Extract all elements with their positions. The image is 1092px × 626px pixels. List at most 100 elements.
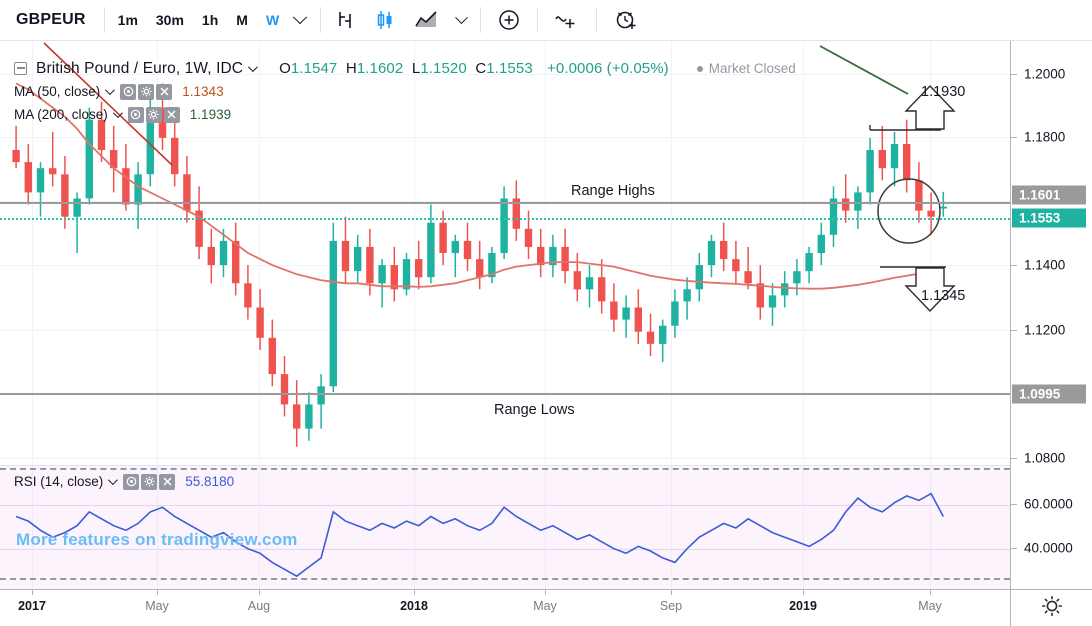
rsi-legend-row: RSI (14, close) 55.8180 xyxy=(14,470,234,493)
legend-ma200-row: MA (200, close) 1.1939 xyxy=(14,103,796,126)
time-tick-label: 2017 xyxy=(18,599,46,613)
time-tick-label: 2018 xyxy=(400,599,428,613)
chart-style-chevron-down-icon[interactable] xyxy=(447,0,476,40)
gridline-h xyxy=(0,74,1010,75)
area-chart-style-icon[interactable] xyxy=(405,0,447,40)
time-tick xyxy=(930,590,931,595)
resolution-1m[interactable]: 1m xyxy=(117,12,138,28)
resolution-group: 1m 30m 1h M W xyxy=(105,0,321,40)
chevron-down-icon[interactable] xyxy=(288,0,316,40)
ma200-close-icon[interactable] xyxy=(163,106,180,123)
indicator-group xyxy=(481,0,537,40)
price-change: +0.0006 (+0.05%) xyxy=(547,60,669,77)
ma200-chevron-down-icon[interactable] xyxy=(112,108,123,119)
rsi-visibility-icon[interactable] xyxy=(123,473,140,490)
high-label: H xyxy=(345,60,357,77)
price-axis[interactable]: 1.2000 1.1800 1.1400 1.1200 1.0800 1.160… xyxy=(1010,41,1092,466)
brightness-sun-icon[interactable] xyxy=(1041,595,1063,622)
ma200-visibility-icon[interactable] xyxy=(127,106,144,123)
indicator-name-rsi[interactable]: RSI (14, close) xyxy=(14,474,104,489)
open-label: O xyxy=(279,60,291,77)
time-tick-label: May xyxy=(918,599,942,613)
price-tick-label: 1.1800 xyxy=(1024,129,1066,145)
ma50-close-icon[interactable] xyxy=(156,83,173,100)
tradingview-watermark: More features on tradingview.com xyxy=(16,530,298,549)
time-tick-label: Aug xyxy=(247,599,271,613)
close-label: C xyxy=(475,60,487,77)
rsi-close-icon[interactable] xyxy=(159,473,176,490)
price-tick xyxy=(1011,458,1017,459)
rsi-tick-label: 40.0000 xyxy=(1024,540,1073,556)
time-tick-label: 2019 xyxy=(789,599,817,613)
rsi-chevron-down-icon[interactable] xyxy=(108,475,119,486)
rsi-pane[interactable]: RSI (14, close) 55.8180 More features on… xyxy=(0,465,1010,590)
rsi-legend: RSI (14, close) 55.8180 xyxy=(14,470,234,493)
chart-footer-corner xyxy=(1010,589,1092,626)
gridline-h xyxy=(0,137,1010,138)
price-tick-label: 1.2000 xyxy=(1024,66,1066,82)
toolbar-divider-2 xyxy=(320,7,322,33)
ma50-chevron-down-icon[interactable] xyxy=(105,85,116,96)
range-low-price-badge: 1.0995 xyxy=(1012,384,1086,404)
ma50-visibility-icon[interactable] xyxy=(120,83,137,100)
candlestick-style-icon[interactable] xyxy=(365,0,405,40)
rsi-tick-label: 60.0000 xyxy=(1024,496,1073,512)
gridline-v xyxy=(259,466,260,590)
time-tick xyxy=(545,590,546,595)
gridline-v xyxy=(930,466,931,590)
high-value: 1.1602 xyxy=(356,60,404,77)
gridline-v xyxy=(803,41,804,465)
toolbar-divider-5 xyxy=(596,7,598,33)
add-compare-icon[interactable] xyxy=(542,0,592,40)
status-badge: Market Closed xyxy=(708,61,796,76)
ma50-settings-gear-icon[interactable] xyxy=(138,83,155,100)
range-low-line xyxy=(0,393,1010,395)
page-title[interactable]: British Pound / Euro, 1W, IDC xyxy=(36,59,244,77)
chart-style-group xyxy=(321,0,480,40)
time-tick-label: May xyxy=(533,599,557,613)
add-alert-icon[interactable] xyxy=(601,0,651,40)
indicator-value-ma50: 1.1343 xyxy=(182,84,224,99)
gridline-v xyxy=(671,466,672,590)
resolution-W[interactable]: W xyxy=(265,12,280,28)
collapse-legend-icon[interactable] xyxy=(14,62,27,75)
toolbar-divider-3 xyxy=(480,7,482,33)
time-tick xyxy=(32,590,33,595)
ma50-controls xyxy=(120,83,173,100)
price-chart-pane[interactable]: British Pound / Euro, 1W, IDC O1.1547 H1… xyxy=(0,41,1010,465)
price-tick-label: 1.1200 xyxy=(1024,322,1066,338)
range-highs-label: Range Highs xyxy=(571,183,655,199)
rsi-gridline-60 xyxy=(0,505,1010,506)
symbol-button[interactable]: GBPEUR xyxy=(16,11,86,28)
gridline-v xyxy=(545,466,546,590)
resolution-1h[interactable]: 1h xyxy=(201,12,219,28)
gridline-v xyxy=(414,466,415,590)
ma200-settings-gear-icon[interactable] xyxy=(145,106,162,123)
time-axis[interactable]: 2017 May Aug 2018 May Sep 2019 May xyxy=(0,589,1010,626)
bar-chart-style-icon[interactable] xyxy=(325,0,365,40)
top-toolbar: GBPEUR 1m 30m 1h M W xyxy=(0,0,1092,41)
price-tick-label: 1.0800 xyxy=(1024,450,1066,466)
resolution-M[interactable]: M xyxy=(236,12,248,28)
rsi-settings-gear-icon[interactable] xyxy=(141,473,158,490)
gridline-v xyxy=(930,41,931,465)
toolbar-divider-1 xyxy=(103,7,105,33)
time-tick xyxy=(671,590,672,595)
indicator-name-ma200[interactable]: MA (200, close) xyxy=(14,107,108,122)
upside-target-label: 1.1930 xyxy=(921,84,966,100)
resolution-30m[interactable]: 30m xyxy=(155,12,184,28)
time-tick-label: Sep xyxy=(659,599,683,613)
low-label: L xyxy=(411,60,421,77)
time-tick xyxy=(157,590,158,595)
symbol-chevron-down-icon[interactable] xyxy=(248,62,258,73)
chart-legend: British Pound / Euro, 1W, IDC O1.1547 H1… xyxy=(14,57,796,126)
rsi-axis[interactable]: 60.0000 40.0000 xyxy=(1010,465,1092,589)
indicator-name-ma50[interactable]: MA (50, close) xyxy=(14,84,101,99)
indicator-value-ma200: 1.1939 xyxy=(189,107,232,122)
legend-title-row: British Pound / Euro, 1W, IDC O1.1547 H1… xyxy=(14,57,796,80)
status-dot-icon xyxy=(696,66,703,72)
price-tick xyxy=(1011,330,1017,331)
add-indicator-icon[interactable] xyxy=(485,0,533,40)
price-tick xyxy=(1011,137,1017,138)
compare-group xyxy=(538,0,596,40)
